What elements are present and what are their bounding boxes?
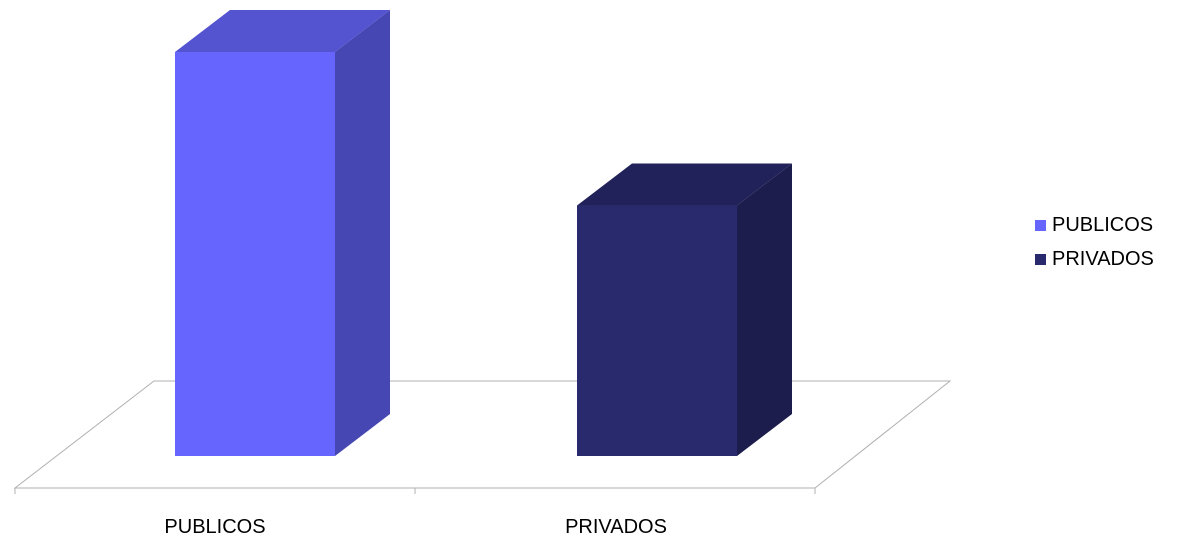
- legend-label-publicos: PUBLICOS: [1052, 213, 1154, 236]
- bar-front-privados: [577, 205, 737, 456]
- legend-item-privados: PRIVADOS: [1035, 242, 1154, 276]
- bar-publicos: [175, 10, 390, 456]
- bar-front-publicos: [175, 52, 335, 456]
- category-labels: PUBLICOS PRIVADOS: [164, 516, 667, 538]
- chart-floor: [13, 380, 952, 494]
- legend-swatch-publicos: [1035, 219, 1046, 231]
- bar-top-publicos: [175, 10, 390, 52]
- legend-label-privados: PRIVADOS: [1052, 247, 1154, 270]
- bar-top-privados: [577, 163, 792, 206]
- category-label-publicos: PUBLICOS: [164, 516, 265, 538]
- bar-privados: [577, 163, 792, 456]
- category-label-privados: PRIVADOS: [565, 516, 667, 538]
- bar-side-privados: [737, 163, 792, 456]
- legend-swatch-privados: [1035, 253, 1046, 265]
- bars-group: [175, 10, 792, 456]
- legend: PUBLICOS PRIVADOS: [1035, 208, 1154, 276]
- floor-plane: [13, 380, 952, 489]
- bar-side-publicos: [335, 10, 390, 456]
- legend-item-publicos: PUBLICOS: [1035, 208, 1154, 242]
